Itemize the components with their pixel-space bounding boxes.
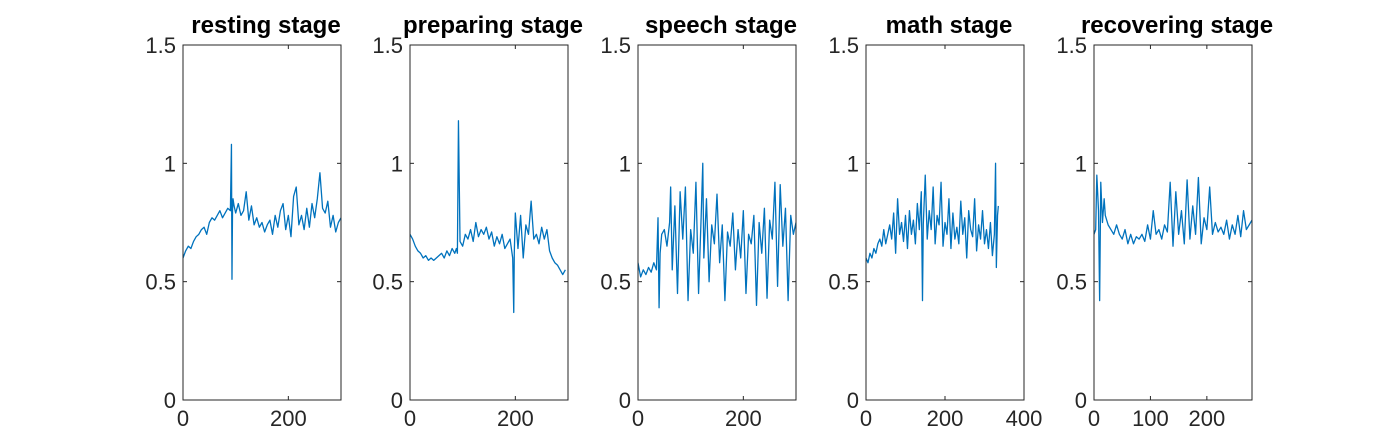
series-line (1094, 174, 1252, 302)
y-tick-label: 0.5 (372, 270, 403, 295)
series-line (410, 120, 566, 314)
subplot-title: math stage (886, 12, 1013, 39)
x-tick-label: 0 (404, 406, 416, 431)
y-tick-label: 0 (164, 388, 176, 413)
y-tick-label: 0 (391, 388, 403, 413)
y-tick-label: 0 (1075, 388, 1087, 413)
x-tick-label: 200 (927, 406, 964, 431)
x-tick-label: 400 (1006, 406, 1043, 431)
y-tick-label: 1 (847, 151, 859, 176)
axes-box (1093, 44, 1253, 401)
x-tick-label: 200 (497, 406, 534, 431)
y-tick-label: 1 (1075, 151, 1087, 176)
x-tick-label: 0 (1088, 406, 1100, 431)
series-line (638, 162, 796, 309)
y-tick-label: 0 (847, 388, 859, 413)
y-tick-label: 0.5 (828, 270, 859, 295)
x-tick-label: 200 (1188, 406, 1225, 431)
y-tick-label: 0.5 (1056, 270, 1087, 295)
subplot-2: 0 0.5 1 1.5 0 200 preparing stage (372, 12, 583, 431)
x-tick-label: 0 (632, 406, 644, 431)
axes-box (182, 44, 342, 401)
subplot-title: resting stage (191, 12, 340, 39)
y-tick-label: 1.5 (1056, 33, 1087, 58)
subplot-title: speech stage (645, 12, 797, 39)
subplot-4: 0 0.5 1 1.5 0 200 400 math stage (828, 12, 1042, 431)
series-line (183, 143, 341, 280)
y-tick-label: 0.5 (600, 270, 631, 295)
x-tick-label: 200 (725, 406, 762, 431)
subplot-title: preparing stage (403, 12, 583, 39)
y-tick-label: 1.5 (145, 33, 176, 58)
x-tick-label: 0 (177, 406, 189, 431)
axes-box (409, 44, 569, 401)
axes-box (637, 44, 797, 401)
x-tick-label: 200 (270, 406, 307, 431)
subplot-3: 0 0.5 1 1.5 0 200 speech stage (600, 12, 797, 431)
y-tick-label: 1 (391, 151, 403, 176)
y-tick-label: 0.5 (145, 270, 176, 295)
y-tick-label: 1 (619, 151, 631, 176)
y-tick-label: 0 (619, 388, 631, 413)
subplot-title: recovering stage (1081, 12, 1273, 39)
subplot-1: 0 0.5 1 1.5 0 200 resting stage (145, 12, 342, 431)
y-tick-label: 1.5 (372, 33, 403, 58)
series-line (866, 162, 999, 302)
x-tick-label: 100 (1132, 406, 1169, 431)
y-tick-label: 1.5 (600, 33, 631, 58)
x-tick-label: 0 (860, 406, 872, 431)
subplot-5: 0 0.5 1 1.5 0 100 200 recovering stage (1056, 12, 1273, 431)
y-tick-label: 1 (164, 151, 176, 176)
y-tick-label: 1.5 (828, 33, 859, 58)
